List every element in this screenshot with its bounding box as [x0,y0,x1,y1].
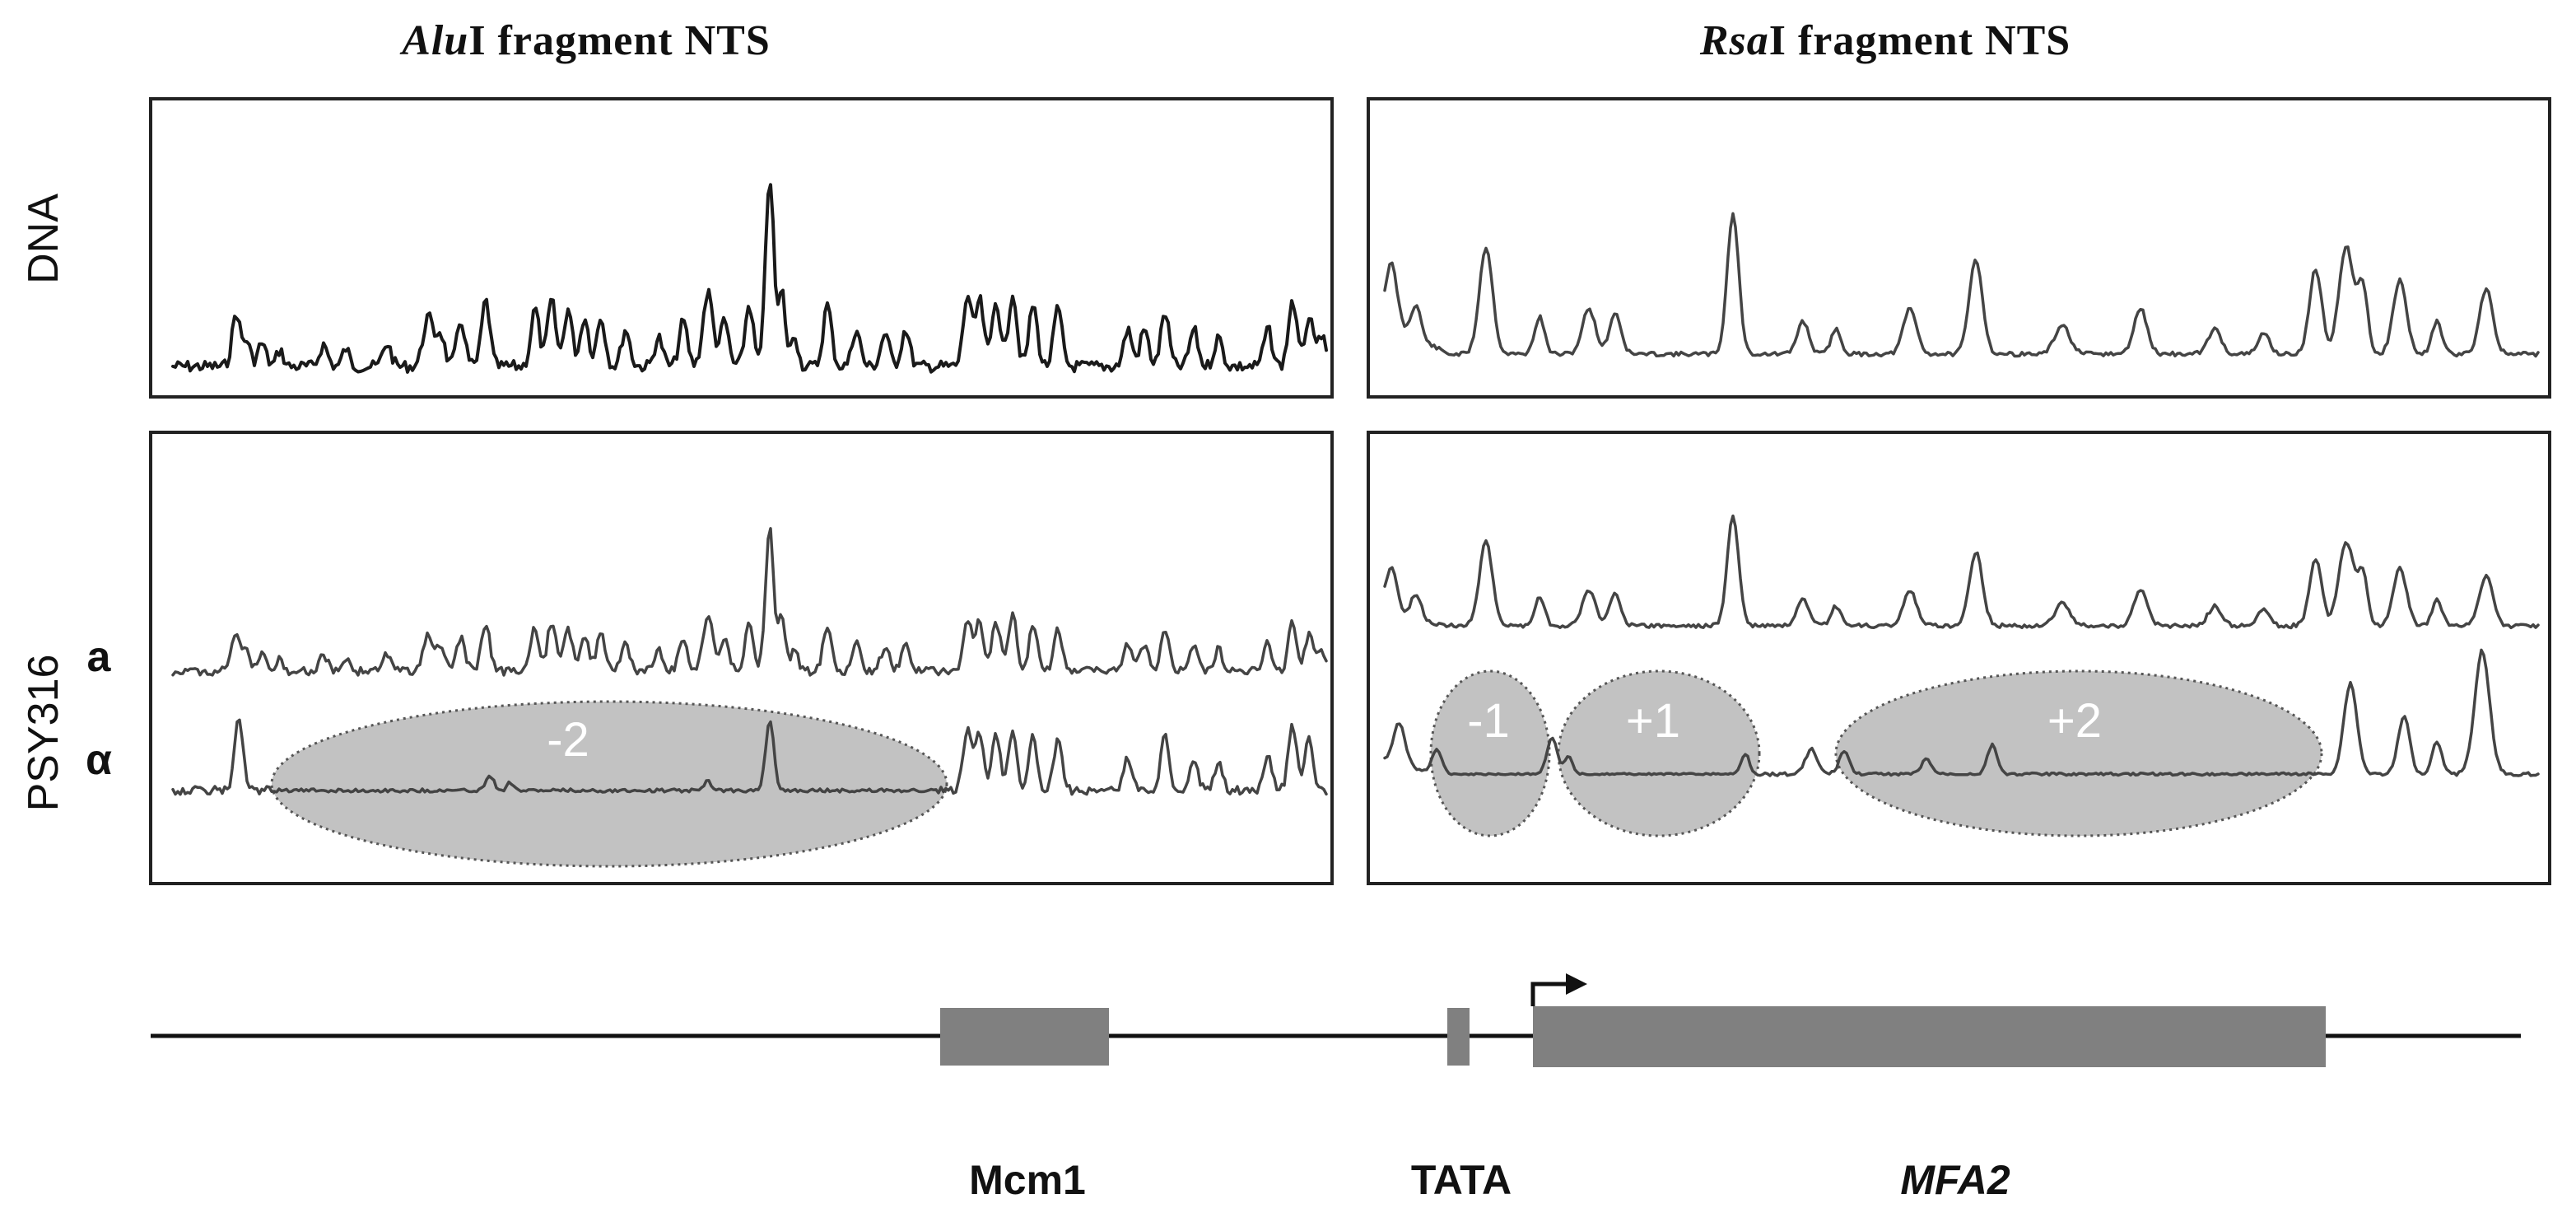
mcm1-box [940,1008,1109,1066]
left-title-rest: I fragment NTS [468,17,770,64]
right-title-enzyme: Rsa [1699,17,1769,64]
nucleosome-plus1-ellipse [1557,669,1761,837]
nucleosome-minus2: -2 [270,700,948,868]
dna-rsa-trace [1383,212,2540,358]
mating-a-rsa-trace [1383,514,2540,630]
mating-a-alu-trace [171,527,1328,677]
nucleosome-minus1: -1 [1429,669,1551,837]
mfa2-label: MFA2 [1900,1157,2010,1203]
nucleosome-minus2-label: -2 [547,713,589,767]
left-title-enzyme: Alu [399,17,468,64]
mating-type-alpha-label: α [86,736,112,784]
nucleosome-plus2-label: +2 [2047,694,2102,748]
mating-alpha-alu-trace [171,718,1328,796]
mcm1-label: Mcm1 [969,1157,1086,1203]
tata-box [1447,1008,1470,1066]
nucleosome-minus2-ellipse [270,700,948,868]
right-column-title: RsaI fragment NTS [1699,17,2071,64]
mating-type-a-label: a [87,633,112,681]
dna-alu-trace [171,183,1328,374]
tata-label: TATA [1411,1157,1512,1203]
gene-map: Mcm1 TATA MFA2 [151,973,2521,1203]
nucleosome-minus1-ellipse [1429,669,1551,837]
nucleosome-plus2: +2 [1834,669,2323,837]
right-title-rest: I fragment NTS [1769,17,2071,64]
dna-row-label: DNA [20,194,68,284]
left-column-title: AluI fragment NTS [399,17,770,64]
nucleosome-plus1-label: +1 [1626,694,1680,748]
transcription-start-arrow-icon [1530,973,1587,1006]
dna-rsa-panel [1367,97,2551,399]
strain-row-label: PSY316 [20,655,68,812]
nucleosome-minus1-label: -1 [1467,694,1510,748]
mating-alpha-rsa-trace [1383,648,2540,777]
nucleosome-plus1: +1 [1557,669,1761,837]
mfa2-gene-box [1533,1006,2326,1067]
psy316-rsa-panel [1367,431,2551,885]
nucleosome-plus2-ellipse [1834,669,2323,837]
